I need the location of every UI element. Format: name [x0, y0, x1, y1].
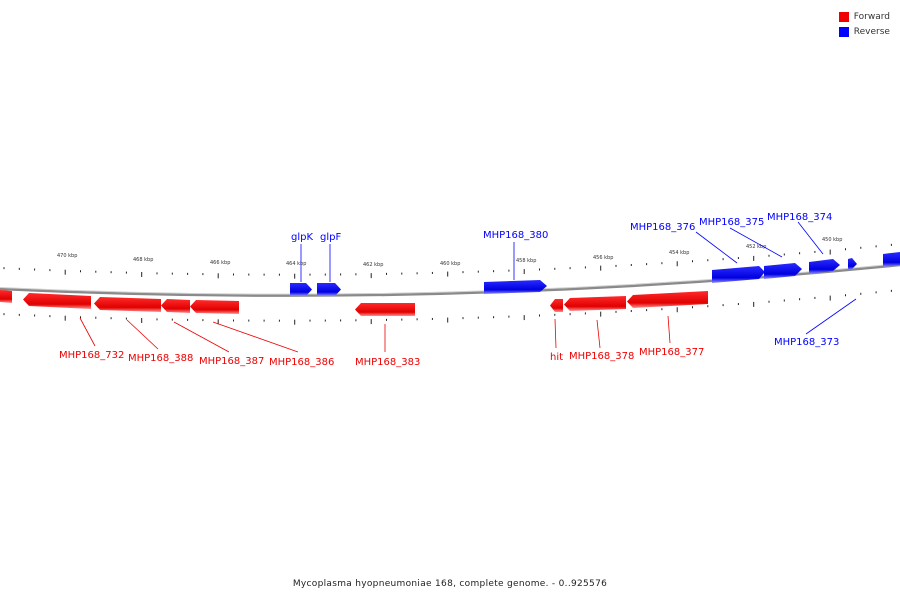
gene-label[interactable]: glpF: [320, 232, 341, 243]
gene-labels: glpK glpF MHP168_380 MHP168_376 MHP168_3…: [59, 212, 839, 368]
scale-label: 452 kbp: [746, 244, 766, 250]
gene-MHP168_386[interactable]: [190, 300, 239, 314]
gene-label[interactable]: MHP168_378: [569, 351, 634, 362]
gene-MHP168_380[interactable]: [484, 280, 547, 294]
scale-labels: 470 kbp 468 kbp 466 kbp 464 kbp 462 kbp …: [57, 237, 842, 268]
gene-label[interactable]: MHP168_732: [59, 350, 124, 361]
gene-MHP168_376[interactable]: [712, 266, 765, 283]
legend: Forward Reverse: [838, 9, 890, 39]
red-square-icon: [838, 11, 849, 22]
gene-MHP168_732[interactable]: [23, 293, 91, 309]
gene-MHP168_374[interactable]: [809, 259, 840, 274]
gene-label[interactable]: MHP168_374: [767, 212, 832, 223]
gene-forward-edge[interactable]: [0, 290, 12, 303]
gene-label[interactable]: MHP168_387: [199, 356, 264, 367]
genome-title: Mycoplasma hyopneumoniae 168, complete g…: [292, 579, 608, 589]
scale-label: 466 kbp: [210, 260, 230, 266]
gene-MHP168_383[interactable]: [355, 303, 415, 316]
scale-label: 450 kbp: [822, 237, 842, 243]
scale-label: 454 kbp: [669, 250, 689, 256]
gene-label[interactable]: MHP168_377: [639, 347, 704, 358]
gene-label[interactable]: MHP168_375: [699, 217, 764, 228]
blue-square-icon: [838, 26, 849, 37]
gene-MHP168_378[interactable]: [564, 296, 626, 311]
scale-label: 458 kbp: [516, 258, 536, 264]
gene-label[interactable]: glpK: [291, 232, 313, 243]
gene-label[interactable]: MHP168_388: [128, 353, 193, 364]
legend-item-reverse: Reverse: [838, 24, 890, 39]
scale-label: 460 kbp: [440, 261, 460, 267]
gene-MHP168_387[interactable]: [161, 299, 190, 313]
scale-ticks: [3, 243, 892, 325]
scale-label: 464 kbp: [286, 261, 306, 267]
legend-label: Reverse: [853, 26, 890, 37]
gene-glpK[interactable]: [290, 283, 312, 296]
gene-MHP168_388[interactable]: [94, 297, 161, 312]
gene-reverse-edge[interactable]: [883, 252, 900, 267]
legend-item-forward: Forward: [838, 9, 890, 24]
scale-label: 470 kbp: [57, 253, 77, 259]
gene-MHP168_375[interactable]: [764, 263, 802, 279]
leader-lines: [79, 221, 857, 353]
gene-hit[interactable]: [550, 299, 563, 312]
scale-label: 462 kbp: [363, 262, 383, 268]
reverse-genes: [290, 252, 900, 296]
gene-label[interactable]: MHP168_373: [774, 337, 839, 348]
gene-MHP168_373[interactable]: [848, 258, 857, 270]
gene-label[interactable]: MHP168_383: [355, 357, 420, 368]
gene-glpF[interactable]: [317, 283, 341, 296]
forward-genes: [0, 290, 708, 316]
gene-label[interactable]: MHP168_380: [483, 230, 548, 241]
gene-label[interactable]: MHP168_386: [269, 357, 334, 368]
scale-label: 468 kbp: [133, 257, 153, 263]
gene-MHP168_377[interactable]: [627, 291, 708, 308]
scale-label: 456 kbp: [593, 255, 613, 261]
gene-label[interactable]: MHP168_376: [630, 222, 695, 233]
gene-label[interactable]: hit: [550, 352, 563, 363]
legend-label: Forward: [853, 11, 890, 22]
